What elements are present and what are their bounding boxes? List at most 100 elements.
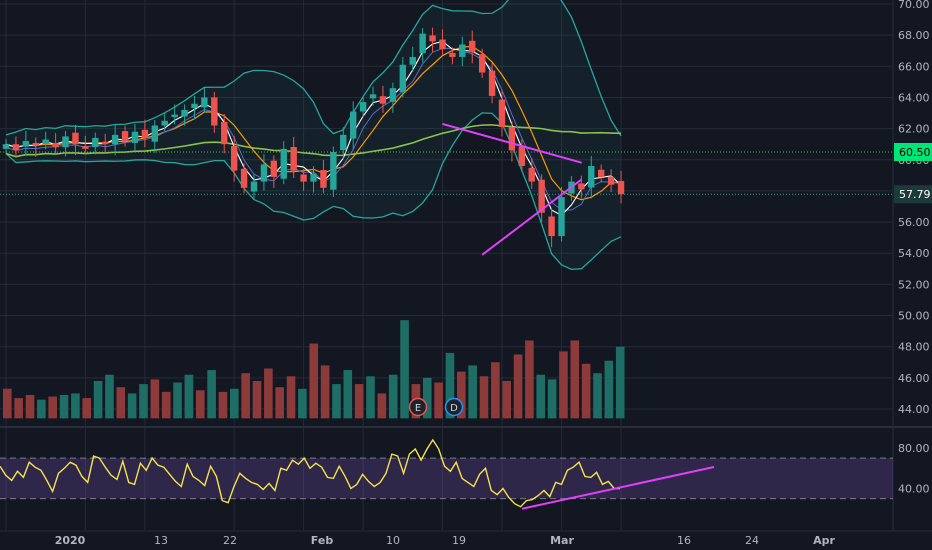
volume-bar <box>570 340 580 419</box>
event-marker-label: D <box>450 403 458 414</box>
candle-body <box>300 174 307 182</box>
candle-body <box>389 88 397 102</box>
candle-body <box>320 170 327 188</box>
price-badge <box>894 142 932 161</box>
dividend-event-marker[interactable] <box>444 397 464 417</box>
candle-body <box>598 169 605 177</box>
candle-body <box>379 96 387 104</box>
volume-bar <box>14 398 23 419</box>
candle-body <box>429 35 436 42</box>
volume-bar <box>434 382 443 419</box>
candle-body <box>469 40 476 53</box>
candle-body <box>191 103 198 109</box>
volume-bar <box>354 384 364 419</box>
time-axis-label: Apr <box>813 534 835 547</box>
price-badge-label: 57.79 <box>899 188 931 201</box>
price-axis-label: 56.00 <box>898 216 930 229</box>
candle-body <box>478 54 486 73</box>
candle-body <box>508 127 516 151</box>
volume-bar <box>604 360 614 419</box>
volume-bar <box>320 365 330 419</box>
price-axis-label: 62.00 <box>898 123 930 136</box>
candle-body <box>171 114 178 118</box>
candle-body <box>181 109 188 117</box>
candle-body <box>22 141 30 147</box>
candle-body <box>82 146 89 149</box>
volume-bar <box>252 380 262 419</box>
candle-body <box>449 52 456 57</box>
volume-bar <box>173 382 182 419</box>
price-axis-label: 46.00 <box>898 372 930 385</box>
price-badge-label: 60.50 <box>899 146 931 159</box>
bollinger-lower <box>5 112 622 271</box>
candle-body <box>399 64 406 92</box>
volume-bar <box>559 351 568 419</box>
volume-bar <box>93 380 103 419</box>
volume-bar <box>332 384 341 419</box>
volume-bar <box>525 340 534 419</box>
candle-body <box>588 166 595 188</box>
candle-body <box>201 97 208 108</box>
candle-body <box>290 146 297 171</box>
triangle-trendline[interactable] <box>442 122 582 164</box>
volume-bar <box>207 370 216 419</box>
price-axis-label: 64.00 <box>898 91 930 104</box>
triangle-trendline[interactable] <box>481 178 583 256</box>
earnings-event-marker[interactable] <box>408 397 428 417</box>
candle-body <box>558 197 565 237</box>
candle-body <box>340 134 347 151</box>
candle-body <box>161 120 168 126</box>
volume-bar <box>513 354 523 419</box>
time-axis-label: 13 <box>154 534 168 547</box>
volume-bar <box>230 388 239 419</box>
rsi-trendline[interactable] <box>521 466 715 510</box>
candle-body <box>518 146 526 166</box>
candle-body <box>240 168 248 188</box>
rsi-axis-label: 40.00 <box>898 483 930 496</box>
candle-body <box>211 97 218 126</box>
time-axis-label: Feb <box>311 534 334 547</box>
volume-bar <box>127 393 137 419</box>
volume-bar <box>105 374 114 419</box>
volume-bar <box>593 373 602 419</box>
candle-body <box>270 160 278 177</box>
volume-bar <box>71 393 80 419</box>
candle-body <box>578 183 585 190</box>
price-badge <box>894 185 932 204</box>
volume-bar <box>502 380 511 419</box>
price-axis-label: 66.00 <box>898 60 930 73</box>
candle-body <box>131 131 139 143</box>
rsi-line <box>0 438 620 508</box>
candle-body <box>459 44 466 57</box>
candle-body <box>488 70 496 96</box>
time-axis-label: 24 <box>745 534 759 547</box>
candle-body <box>62 136 69 148</box>
candle-body <box>528 167 535 182</box>
volume-bar <box>275 387 284 419</box>
candle-body <box>350 111 357 139</box>
volume-bar <box>37 399 46 419</box>
time-axis-label: 19 <box>452 534 466 547</box>
candle-body <box>260 164 268 182</box>
volume-bar <box>457 371 466 419</box>
volume-bar <box>3 388 12 419</box>
candle-body <box>617 180 625 195</box>
price-axis-label: 70.00 <box>898 0 930 11</box>
volume-bar <box>218 391 228 419</box>
volume-bar <box>468 365 477 419</box>
volume-bar <box>150 379 160 419</box>
moving-average-slow <box>5 124 622 158</box>
volume-bar <box>48 396 57 419</box>
volume-bar <box>547 379 557 419</box>
candle-body <box>32 142 39 146</box>
bollinger-upper <box>5 0 622 137</box>
time-axis-label: 16 <box>677 534 691 547</box>
time-axis-label: 10 <box>386 534 400 547</box>
time-axis-label: Mar <box>550 534 574 547</box>
candle-body <box>72 132 79 145</box>
volume-bar <box>491 362 500 419</box>
volume-bar <box>309 343 319 419</box>
candle-body <box>42 139 49 144</box>
